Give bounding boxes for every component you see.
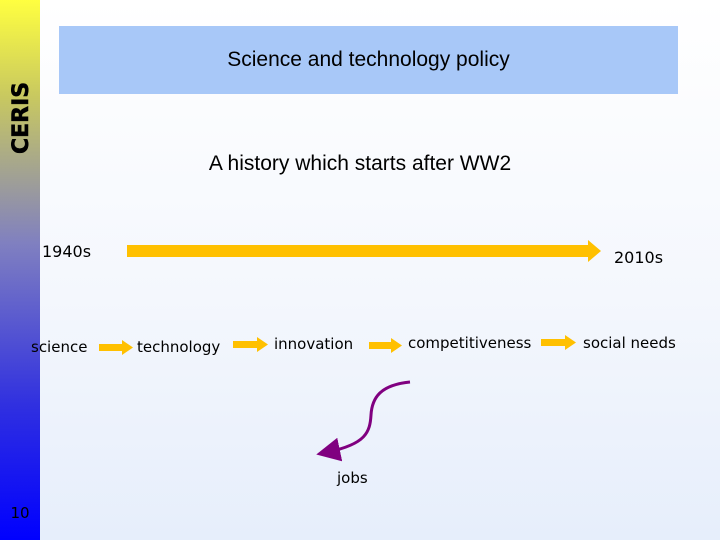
- slide-number: 10: [10, 504, 30, 522]
- timeline-arrow: [127, 240, 601, 262]
- slide-title: Science and technology policy: [59, 26, 678, 94]
- slide-title-text: Science and technology policy: [227, 48, 510, 71]
- flow-arrow-4: [541, 335, 576, 350]
- logo-wordmark: CERIS: [9, 82, 34, 154]
- flow-arrow-1: [99, 340, 133, 355]
- flow-step-competitiveness: competitiveness: [408, 334, 532, 352]
- timeline-start-label: 1940s: [42, 242, 92, 261]
- slide-subtitle: A history which starts after WW2: [208, 152, 512, 175]
- flow-step-social-needs: social needs: [583, 334, 676, 352]
- branch-arrow: [316, 380, 411, 462]
- flow-arrow-3: [369, 338, 402, 353]
- flow-arrow-2: [233, 337, 268, 352]
- flow-step-science: science: [31, 338, 88, 356]
- timeline-end-label: 2010s: [614, 248, 664, 267]
- flow-step-innovation: innovation: [274, 335, 354, 353]
- sidebar-band: CERIS 10: [0, 0, 40, 540]
- branch-label-jobs: jobs: [337, 469, 368, 487]
- flow-step-technology: technology: [137, 338, 221, 356]
- ceris-logo-icon: CERIS: [9, 82, 35, 155]
